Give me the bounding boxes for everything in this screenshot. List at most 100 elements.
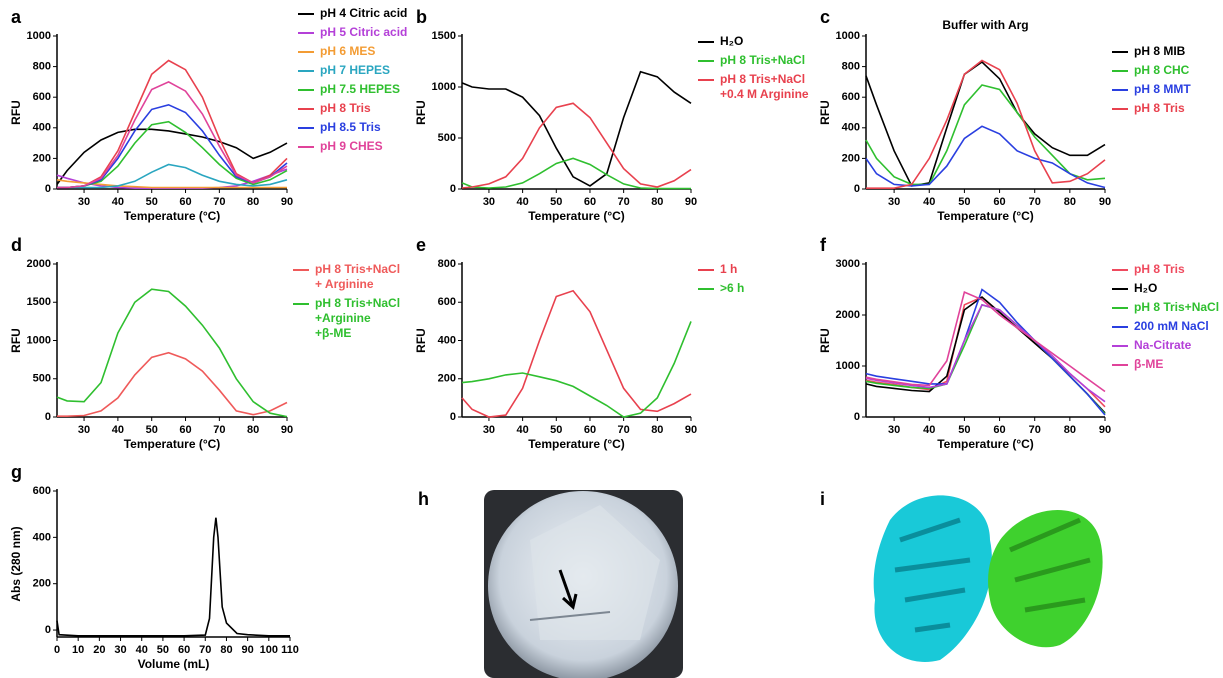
x-tick-label: 90 (242, 644, 254, 656)
legend-swatch (298, 89, 314, 91)
data-line (865, 296, 1106, 408)
legend-swatch (298, 146, 314, 148)
y-tick-label: 0 (450, 411, 456, 423)
x-tick-label: 90 (281, 196, 293, 208)
legend: pH 4 Citric acid pH 5 Citric acid pH 6 MES… (298, 6, 407, 158)
x-axis-label: Volume (mL) (138, 657, 210, 671)
y-tick-label: 200 (842, 152, 860, 164)
x-tick-label: 50 (146, 196, 158, 208)
legend-label: pH 8 Tris+NaCl + Arginine (315, 262, 401, 291)
x-tick-label: 90 (1099, 196, 1111, 208)
data-line (56, 288, 288, 418)
legend-item: Na-Citrate (1112, 338, 1219, 353)
legend-item: pH 8 MMT (1112, 82, 1191, 97)
legend-label: β-ME (1134, 357, 1164, 371)
data-line (865, 303, 1106, 403)
x-tick-label: 70 (213, 424, 225, 436)
panel-label: a (11, 7, 22, 27)
x-tick-label: 60 (178, 644, 190, 656)
legend-swatch (1112, 345, 1128, 347)
data-line (461, 70, 692, 187)
legend-item: pH 8 Tris (1112, 101, 1191, 116)
legend-label: 1 h (720, 262, 738, 276)
legend-swatch (1112, 108, 1128, 110)
legend-item: pH 8 Tris+NaCl +0.4 M Arginine (698, 72, 809, 102)
legend-item: pH 8 Tris+NaCl + Arginine (293, 262, 400, 292)
panel-label: d (11, 235, 22, 255)
y-axis-label: RFU (9, 100, 23, 125)
x-tick-label: 0 (54, 644, 60, 656)
legend-swatch (1112, 89, 1128, 91)
x-tick-label: 90 (685, 424, 697, 436)
y-tick-label: 200 (438, 373, 456, 385)
x-axis-label: Temperature (°C) (528, 437, 625, 451)
data-line (866, 59, 1106, 189)
legend-item: pH 9 CHES (298, 139, 407, 154)
data-line (461, 102, 692, 189)
legend-swatch (1112, 51, 1128, 53)
legend-swatch (1112, 269, 1128, 271)
legend: H₂O pH 8 Tris+NaCl pH 8 Tris+NaCl +0.4 M A… (698, 34, 809, 106)
legend-label: pH 8 Tris (1134, 101, 1185, 115)
panel-label: e (416, 235, 426, 255)
data-line (56, 517, 290, 637)
data-line (56, 128, 288, 185)
legend-label: >6 h (720, 281, 745, 295)
x-axis-label: Temperature (°C) (937, 209, 1034, 223)
x-tick-label: 60 (584, 196, 596, 208)
data-line (57, 351, 288, 417)
y-tick-label: 600 (33, 91, 51, 103)
x-tick-label: 30 (78, 424, 90, 436)
y-tick-label: 200 (33, 578, 51, 590)
x-axis-label: Temperature (°C) (528, 209, 625, 223)
x-tick-label: 30 (483, 424, 495, 436)
x-tick-label: 80 (1064, 196, 1076, 208)
x-tick-label: 90 (281, 424, 293, 436)
y-tick-label: 800 (438, 258, 456, 270)
legend: pH 8 MIB pH 8 CHC pH 8 MMT pH 8 Tris (1112, 44, 1191, 120)
legend-label: pH 4 Citric acid (320, 6, 408, 20)
legend-swatch (298, 108, 314, 110)
x-tick-label: 70 (1029, 424, 1041, 436)
y-tick-label: 0 (45, 624, 51, 636)
panel-label: f (820, 235, 827, 255)
y-tick-label: 600 (842, 91, 860, 103)
panel-label: g (11, 462, 22, 482)
x-tick-label: 80 (651, 424, 663, 436)
legend-label: pH 5 Citric acid (320, 25, 408, 39)
x-axis-label: Temperature (°C) (937, 437, 1034, 451)
legend-label: pH 7.5 HEPES (320, 82, 401, 96)
x-tick-label: 80 (220, 644, 232, 656)
y-tick-label: 1000 (27, 334, 51, 346)
legend-label: pH 8 Tris (1134, 262, 1185, 276)
x-tick-label: 60 (993, 196, 1005, 208)
legend-item: pH 8 Tris (1112, 262, 1219, 277)
legend: pH 8 Tris+NaCl + Arginine pH 8 Tris+NaCl … (293, 262, 400, 345)
y-axis-label: RFU (818, 100, 832, 125)
x-tick-label: 80 (247, 424, 259, 436)
legend-item: pH 8 Tris+NaCl (1112, 300, 1219, 315)
legend-item: pH 7 HEPES (298, 63, 407, 78)
legend-swatch (1112, 70, 1128, 72)
y-tick-label: 800 (842, 61, 860, 73)
y-tick-label: 400 (33, 531, 51, 543)
x-tick-label: 40 (136, 644, 148, 656)
panel-label: i (820, 489, 825, 509)
legend-item: pH 8 Tris+NaCl (698, 53, 809, 68)
x-tick-label: 50 (157, 644, 169, 656)
y-tick-label: 2000 (27, 258, 51, 270)
data-line (865, 84, 1106, 186)
legend-label: pH 8 Tris+NaCl +0.4 M Arginine (720, 72, 809, 101)
legend-label: pH 7 HEPES (320, 63, 391, 77)
legend-swatch (1112, 288, 1128, 290)
x-tick-label: 30 (483, 196, 495, 208)
data-line (57, 81, 288, 189)
y-tick-label: 400 (33, 122, 51, 134)
x-tick-label: 10 (72, 644, 84, 656)
y-tick-label: 500 (33, 373, 51, 385)
x-tick-label: 40 (516, 424, 528, 436)
legend-label: pH 8 MMT (1134, 82, 1191, 96)
legend-swatch (298, 13, 314, 15)
